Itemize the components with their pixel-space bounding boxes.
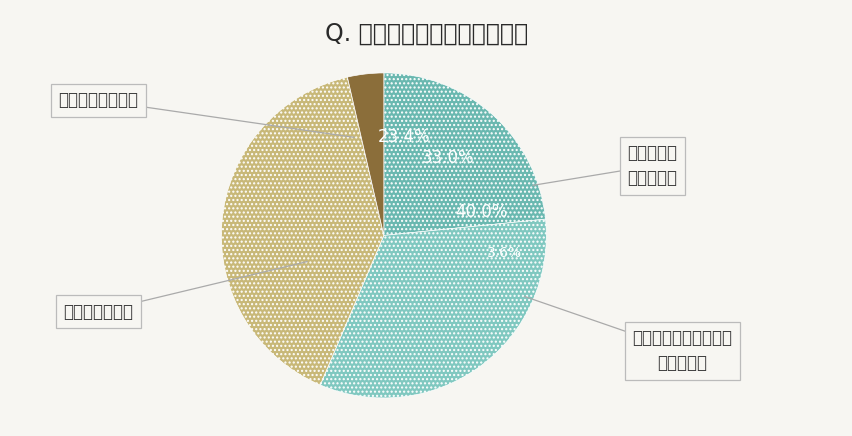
Text: 23.4%: 23.4% [377,128,430,146]
Wedge shape [383,73,545,235]
Text: 必ず出すと
決めている: 必ず出すと 決めている [627,144,676,187]
Text: 33.0%: 33.0% [422,149,475,167]
Text: 出すのをやめた: 出すのをやめた [63,303,133,321]
Text: 40.0%: 40.0% [455,203,508,221]
Text: Q. 毎年、年賀状どうしてる？: Q. 毎年、年賀状どうしてる？ [325,22,527,46]
Text: 本当はやめたいけれど
出している: 本当はやめたいけれど 出している [631,330,732,372]
Text: 3.6%: 3.6% [486,246,521,260]
Wedge shape [347,73,383,235]
Wedge shape [221,77,383,385]
Text: 出したことがない: 出したことがない [58,91,138,109]
Wedge shape [320,219,546,398]
